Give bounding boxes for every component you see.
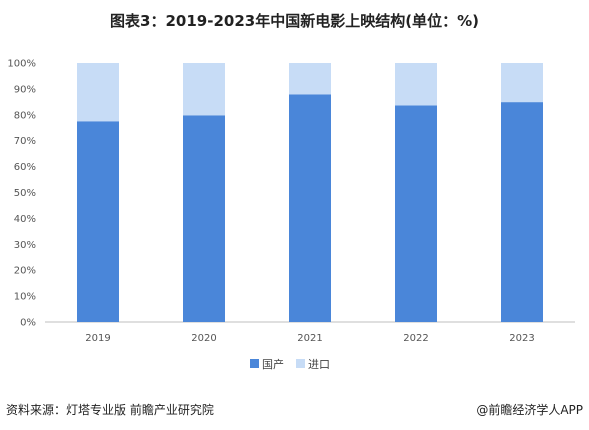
bar-2019-imported bbox=[77, 63, 119, 122]
y-tick-label: 70% bbox=[14, 136, 36, 147]
bar-2022-imported bbox=[395, 63, 437, 106]
x-tick-label: 2022 bbox=[403, 333, 428, 344]
bar-2021-imported bbox=[289, 63, 331, 95]
source-note: 资料来源：灯塔专业版 前瞻产业研究院 bbox=[6, 403, 214, 417]
y-tick-label: 60% bbox=[14, 162, 36, 173]
y-tick-label: 90% bbox=[14, 84, 36, 95]
x-axis-labels: 2019 2020 2021 2022 2023 bbox=[85, 333, 534, 344]
y-tick-label: 20% bbox=[14, 266, 36, 277]
bar-2020-imported bbox=[183, 63, 225, 116]
legend-label: 进口 bbox=[308, 358, 330, 371]
bar-group bbox=[77, 63, 543, 323]
bar-2021-domestic bbox=[289, 94, 331, 323]
brand-credit: @前瞻经济学人APP bbox=[476, 403, 583, 417]
legend-swatch bbox=[250, 359, 259, 368]
x-tick-label: 2021 bbox=[297, 333, 322, 344]
bar-2020-domestic bbox=[183, 115, 225, 323]
legend-label: 国产 bbox=[262, 357, 284, 371]
y-tick-label: 100% bbox=[7, 59, 36, 70]
legend: 国产 进口 bbox=[250, 357, 330, 371]
y-axis: 0% 10% 20% 30% 40% 50% 60% 70% 80% 90% 100% bbox=[7, 59, 36, 329]
y-tick-label: 40% bbox=[14, 214, 36, 225]
y-tick-label: 10% bbox=[14, 292, 36, 303]
bar-2022-domestic bbox=[395, 105, 437, 322]
x-tick-label: 2023 bbox=[509, 333, 534, 344]
y-tick-label: 30% bbox=[14, 240, 36, 251]
bar-2023-domestic bbox=[501, 102, 543, 322]
legend-swatch bbox=[296, 359, 305, 368]
y-tick-label: 0% bbox=[20, 318, 36, 329]
y-tick-label: 50% bbox=[14, 188, 36, 199]
bar-2023-imported bbox=[501, 63, 543, 103]
x-tick-label: 2020 bbox=[191, 333, 216, 344]
chart-title: 图表3：2019-2023年中国新电影上映结构(单位：%) bbox=[110, 12, 479, 30]
x-tick-label: 2019 bbox=[85, 333, 110, 344]
y-tick-label: 80% bbox=[14, 110, 36, 121]
bar-2019-domestic bbox=[77, 121, 119, 323]
